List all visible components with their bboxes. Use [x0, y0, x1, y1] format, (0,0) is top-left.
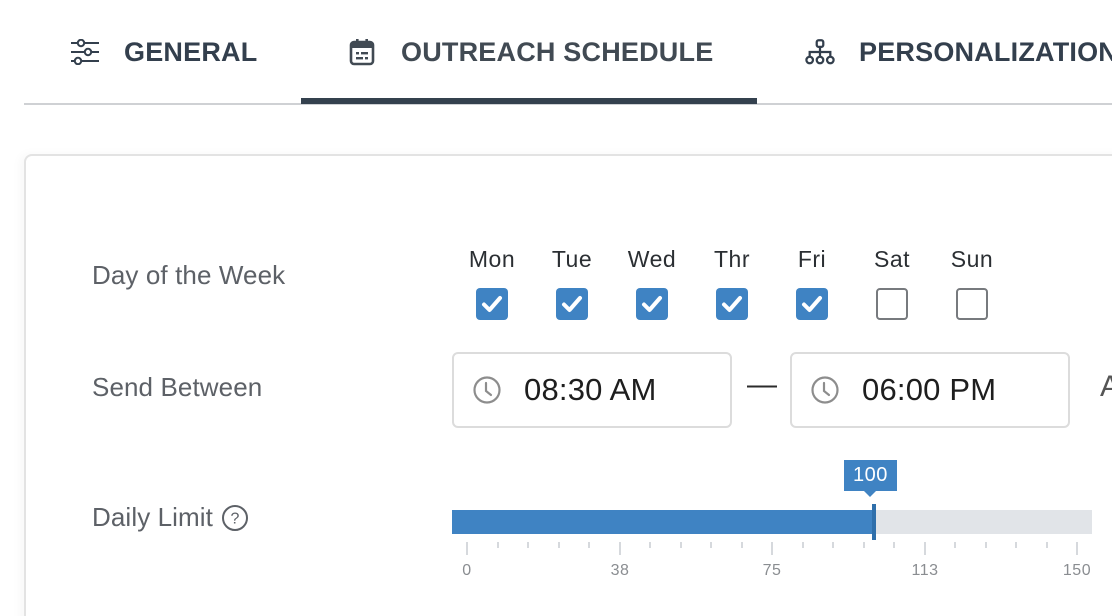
day-checkbox-fri[interactable]: [796, 288, 828, 320]
day-mon: Mon: [452, 244, 532, 320]
day-name: Tue: [551, 246, 593, 272]
day-tue: Tue: [532, 244, 612, 320]
tab-label: GENERAL: [124, 36, 258, 67]
time-range-separator: —: [747, 368, 777, 401]
daily-limit-slider[interactable]: [452, 504, 1092, 540]
tick-label: 0: [462, 562, 472, 579]
tab-bar: GENERAL OUTREACH SCHEDULE: [24, 0, 1112, 105]
tick: [1076, 542, 1078, 555]
tick: [649, 542, 651, 548]
day-name: Fri: [797, 246, 827, 272]
day-thr: Thr: [692, 244, 772, 320]
tick: [710, 542, 712, 548]
tab-label: OUTREACH SCHEDULE: [401, 36, 714, 67]
day-checkbox-mon[interactable]: [476, 288, 508, 320]
send-between-label: Send Between: [92, 372, 263, 402]
tick: [497, 542, 499, 548]
tick-label: 38: [610, 562, 630, 579]
day-checkbox-thr[interactable]: [716, 288, 748, 320]
tick-label: 150: [1062, 562, 1092, 579]
checkmark-icon: [642, 296, 662, 312]
start-time-value: 08:30 AM: [524, 372, 657, 407]
slider-fill: [452, 510, 873, 534]
tick: [680, 542, 682, 548]
tick: [1015, 542, 1017, 548]
tab-label: PERSONALIZATION: [859, 36, 1112, 67]
tick: [527, 542, 529, 548]
tick: [802, 542, 804, 548]
tick: [558, 542, 560, 548]
tick: [588, 542, 590, 548]
tab-outreach-schedule[interactable]: OUTREACH SCHEDULE: [301, 0, 757, 104]
day-name: Wed: [627, 246, 677, 272]
tab-personalization[interactable]: PERSONALIZATION: [805, 0, 1112, 104]
day-sun: Sun: [932, 244, 1012, 320]
checkmark-icon: [482, 296, 502, 312]
day-fri: Fri: [772, 244, 852, 320]
day-name: Sun: [950, 246, 994, 272]
day-checkbox-tue[interactable]: [556, 288, 588, 320]
clock-icon: [473, 376, 501, 404]
day-name: Sat: [873, 246, 911, 272]
tick-label: 75: [762, 562, 782, 579]
checkmark-icon: [722, 296, 742, 312]
daily-limit-row-label: Daily Limit ?: [92, 502, 249, 533]
day-sat: Sat: [852, 244, 932, 320]
tick: [832, 542, 834, 548]
end-time-input[interactable]: 06:00 PM: [790, 352, 1070, 428]
day-checkbox-sun[interactable]: [956, 288, 988, 320]
sliders-icon: [70, 37, 100, 67]
end-time-value: 06:00 PM: [862, 372, 997, 407]
day-wed: Wed: [612, 244, 692, 320]
tick: [771, 542, 773, 555]
slider-handle[interactable]: [872, 504, 876, 540]
day-checkbox-wed[interactable]: [636, 288, 668, 320]
checkmark-icon: [802, 296, 822, 312]
slider-value-tooltip: 100: [844, 460, 897, 497]
clock-icon: [811, 376, 839, 404]
tab-general[interactable]: GENERAL: [70, 0, 257, 104]
tick: [1046, 542, 1048, 548]
tick: [741, 542, 743, 548]
day-name: Thr: [714, 246, 750, 272]
checkmark-icon: [562, 296, 582, 312]
tick: [466, 542, 468, 555]
tick: [985, 542, 987, 548]
start-time-input[interactable]: 08:30 AM: [452, 352, 732, 428]
tick: [863, 542, 865, 548]
day-checkbox-sat[interactable]: [876, 288, 908, 320]
question-circle-icon[interactable]: ?: [221, 504, 249, 532]
svg-text:?: ?: [231, 510, 240, 527]
tick: [924, 542, 926, 555]
tick-label: 113: [911, 562, 939, 579]
calendar-icon: [347, 37, 377, 67]
timezone-truncated-text: A: [1100, 370, 1112, 403]
daily-limit-label: Daily Limit: [92, 502, 214, 532]
day-name: Mon: [468, 246, 516, 272]
tick: [954, 542, 956, 548]
tick: [619, 542, 621, 555]
sitemap-icon: [805, 37, 835, 67]
day-of-week-label: Day of the Week: [92, 260, 286, 290]
tick: [893, 542, 895, 548]
